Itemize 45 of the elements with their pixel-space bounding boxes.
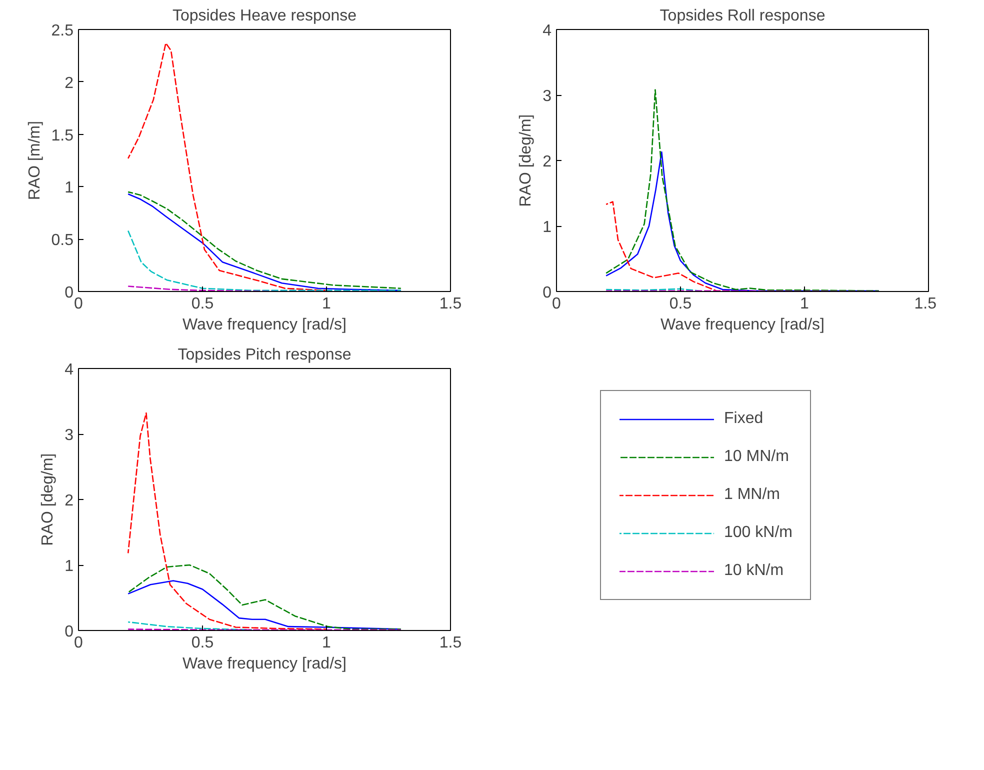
line-series bbox=[127, 42, 328, 292]
y-tick-label: 1.5 bbox=[51, 127, 74, 144]
x-tick-label: 0.5 bbox=[191, 634, 214, 652]
y-tick-label: 3 bbox=[64, 427, 74, 444]
text: 10 kN/m bbox=[724, 562, 784, 580]
chart-title: Topsides Pitch response bbox=[178, 346, 352, 364]
y-tick-label: 2 bbox=[64, 492, 74, 510]
x-tick-label: 0.5 bbox=[191, 296, 214, 312]
x-tick-label: 1 bbox=[322, 296, 332, 312]
y-tick-label: 0 bbox=[64, 284, 74, 302]
text: 100 kN/m bbox=[724, 524, 792, 542]
y-tick-label: 2.5 bbox=[51, 22, 74, 40]
y-tick-label: 0.5 bbox=[51, 232, 74, 250]
text: 10 MN/m bbox=[724, 448, 789, 466]
chart-title: Topsides Roll response bbox=[660, 8, 826, 24]
x-tick-label: 1 bbox=[800, 296, 810, 312]
y-tick-label: 2 bbox=[542, 154, 552, 170]
y-axis-title: RAO [deg/m] bbox=[40, 453, 57, 546]
y-tick-label: 3 bbox=[542, 88, 552, 105]
line-series bbox=[127, 564, 402, 630]
x-tick-label: 1 bbox=[322, 634, 332, 652]
text: Fixed bbox=[724, 410, 764, 428]
y-tick-label: 4 bbox=[64, 362, 74, 378]
y-tick-label: 0 bbox=[64, 624, 74, 640]
y-tick-label: 1 bbox=[542, 219, 552, 236]
y-axis-title: RAO [m/m] bbox=[26, 120, 44, 200]
x-axis-title: Wave frequency [rad/s] bbox=[182, 656, 346, 672]
line-series bbox=[605, 89, 880, 292]
line-series bbox=[127, 621, 253, 630]
line-series bbox=[127, 230, 402, 292]
line-series bbox=[127, 412, 328, 630]
y-tick-label: 1 bbox=[64, 558, 74, 575]
x-tick-label: 0.5 bbox=[669, 296, 692, 312]
chart-title: Topsides Heave response bbox=[172, 8, 357, 24]
x-tick-label: 1.5 bbox=[439, 296, 462, 312]
y-tick-label: 0 bbox=[542, 284, 552, 302]
y-axis-title: RAO [deg/m] bbox=[518, 114, 535, 207]
text: 1 MN/m bbox=[724, 486, 780, 504]
x-tick-label: 1.5 bbox=[439, 634, 462, 652]
x-axis-title: Wave frequency [rad/s] bbox=[182, 316, 346, 334]
y-tick-label: 4 bbox=[542, 22, 552, 40]
x-tick-label: 1.5 bbox=[914, 296, 937, 312]
y-tick-label: 1 bbox=[64, 180, 74, 197]
y-tick-label: 2 bbox=[64, 74, 74, 92]
x-axis-title: Wave frequency [rad/s] bbox=[660, 316, 824, 334]
